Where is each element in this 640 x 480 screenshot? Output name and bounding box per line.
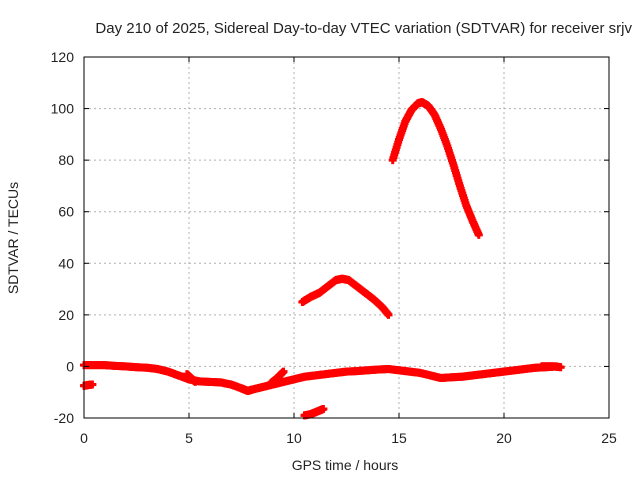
y-tick-label: 20 [58, 307, 74, 323]
y-tick-label: 0 [66, 358, 74, 374]
y-tick-label: 120 [51, 49, 75, 65]
axis-ticks: 0 5 10 15 20 25 -20 0 20 40 60 80 100 120 [51, 49, 617, 446]
series-segment-end [537, 362, 565, 372]
grid-lines [84, 57, 609, 418]
plot-frame [83, 56, 610, 419]
x-tick-label: 0 [80, 430, 88, 446]
data-points [80, 98, 565, 420]
data-point [319, 404, 328, 413]
data-point [191, 377, 200, 386]
y-tick-label: -20 [54, 410, 74, 426]
y-tick-label: 80 [58, 152, 74, 168]
data-point [556, 363, 565, 372]
series-arc-large [388, 98, 483, 239]
y-tick-label: 60 [58, 204, 74, 220]
series-segment-bump-right [266, 367, 288, 388]
data-point [88, 380, 97, 389]
x-tick-label: 10 [286, 430, 302, 446]
x-tick-label: 15 [391, 430, 407, 446]
y-axis-label: SDTVAR / TECUs [5, 182, 21, 294]
data-point [279, 367, 288, 376]
x-tick-label: 20 [496, 430, 512, 446]
x-tick-label: 25 [601, 430, 617, 446]
x-axis-label: GPS time / hours [292, 457, 399, 473]
series-segment-bump-left [182, 370, 200, 386]
series-segment-low [300, 404, 328, 420]
y-tick-label: 40 [58, 255, 74, 271]
series-arc-small [298, 274, 393, 319]
chart-title: Day 210 of 2025, Sidereal Day-to-day VTE… [95, 20, 632, 37]
y-tick-label: 100 [51, 101, 75, 117]
data-point [474, 230, 483, 239]
x-tick-label: 5 [185, 430, 193, 446]
data-point [384, 310, 393, 319]
